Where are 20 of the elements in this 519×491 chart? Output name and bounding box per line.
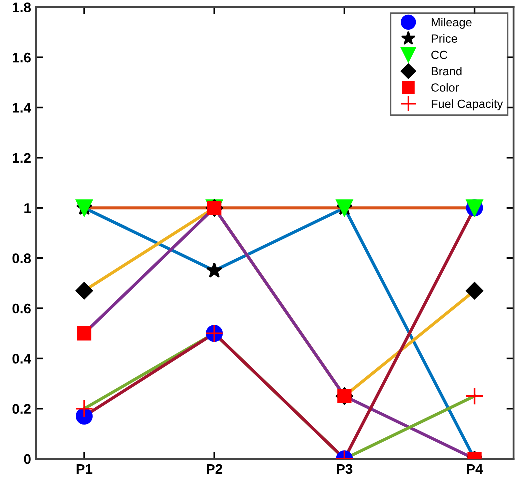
y-tick-label: 1.4	[13, 103, 32, 113]
y-tick-label: 0	[24, 454, 31, 464]
legend-label: Fuel Capacity	[432, 100, 504, 111]
legend-label: Mileage	[432, 18, 472, 29]
y-tick-label: 1	[24, 204, 32, 214]
y-tick-label: 0.8	[12, 254, 32, 264]
x-tick-label: P2	[207, 464, 223, 474]
legend-label: Price	[432, 34, 458, 43]
y-tick-label: 1.2	[13, 153, 31, 163]
legend-label: Color	[432, 83, 460, 92]
y-tick-label: 0.2	[12, 404, 31, 414]
x-tick-label: P1	[76, 464, 93, 474]
y-tick-label: 1.8	[13, 2, 32, 13]
legend-label: Brand	[432, 66, 462, 76]
y-tick-label: 0.4	[12, 354, 32, 364]
x-tick-label: P3	[337, 464, 353, 474]
x-tick-label: P4	[467, 464, 484, 474]
y-tick-label: 0.6	[12, 304, 31, 314]
y-tick-label: 1.6	[13, 52, 31, 63]
legend-label: CC	[432, 50, 448, 60]
